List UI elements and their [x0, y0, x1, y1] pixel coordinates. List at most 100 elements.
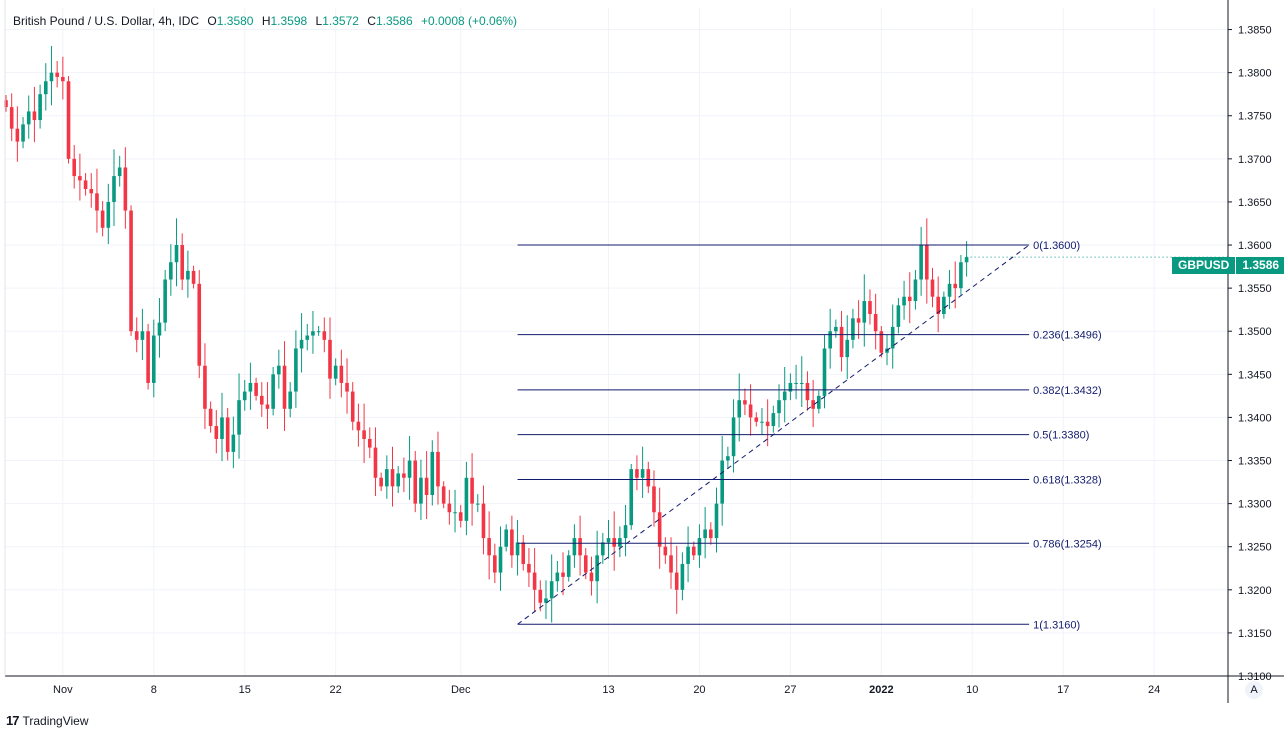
candle — [510, 515, 514, 568]
candle-body — [385, 469, 389, 487]
candle — [811, 379, 815, 428]
fib-level-label: 0.618(1.3328) — [1033, 474, 1102, 486]
x-tick-label: 24 — [1148, 684, 1160, 696]
candle — [231, 416, 236, 469]
candle — [350, 382, 355, 431]
x-tick-label: 2022 — [869, 684, 893, 696]
candle-body — [350, 391, 355, 422]
symbol-legend: British Pound / U.S. Dollar, 4h, IDC O1.… — [13, 14, 517, 28]
candle-body — [180, 245, 185, 280]
tradingview-logo-text: TradingView — [22, 713, 89, 728]
candle — [748, 384, 753, 436]
candle — [839, 310, 844, 372]
candle-body — [686, 546, 690, 564]
candle — [95, 168, 99, 233]
candle — [635, 455, 639, 491]
candle-body — [691, 546, 696, 556]
candle — [521, 535, 526, 571]
candle — [737, 373, 742, 442]
candle-body — [834, 326, 838, 332]
legend-high-value: 1.3598 — [270, 14, 308, 28]
candle — [21, 117, 25, 149]
candle — [413, 451, 418, 513]
candle-body — [157, 322, 162, 336]
candle-body — [907, 296, 912, 302]
candle-body — [873, 313, 878, 332]
candle-body — [612, 538, 616, 547]
candle — [424, 451, 429, 520]
candle — [686, 526, 690, 583]
candle — [828, 308, 832, 369]
candle — [612, 511, 616, 571]
candle-body — [532, 572, 537, 590]
candle-body — [527, 563, 531, 573]
candlestick-series — [4, 45, 1228, 623]
candle-body — [765, 421, 770, 427]
candle — [237, 373, 241, 459]
candle — [441, 481, 446, 509]
candle — [760, 407, 764, 435]
y-tick-label: 1.3250 — [1238, 542, 1272, 554]
candle-body — [737, 400, 742, 418]
candle — [964, 241, 969, 277]
candle — [242, 379, 247, 411]
candle — [38, 84, 42, 129]
candle — [788, 373, 793, 401]
candle-body — [771, 413, 776, 427]
candle — [174, 218, 179, 287]
candle-body — [447, 503, 452, 513]
candle — [896, 298, 901, 334]
candle-body — [129, 210, 133, 332]
candle-body — [464, 477, 469, 521]
candle — [453, 489, 457, 533]
legend-open-label: O — [207, 14, 217, 28]
candle-body — [635, 469, 639, 478]
candle-body — [407, 460, 412, 478]
candle — [385, 455, 389, 499]
fib-trend-line — [517, 244, 1030, 625]
candle — [515, 519, 520, 576]
fibonacci-retracement[interactable]: 0(1.3600) 0.236(1.3496) 0.382(1.3432) 0.5(1… — [517, 240, 1102, 631]
candle — [248, 362, 253, 410]
candle — [225, 407, 230, 461]
candle-body — [333, 365, 338, 379]
candle-body — [845, 339, 850, 358]
candle — [731, 399, 736, 473]
candle — [640, 446, 645, 498]
y-tick-label: 1.3850 — [1238, 25, 1272, 37]
candle — [771, 405, 776, 433]
candle — [180, 233, 185, 290]
candle — [294, 330, 298, 408]
candle-body — [356, 421, 361, 431]
candle-body — [311, 331, 315, 336]
legend-close-value: 1.3586 — [375, 14, 413, 28]
candle — [925, 218, 929, 304]
legend-high-label: H — [261, 14, 271, 28]
candle-body — [561, 572, 565, 577]
candle-body — [49, 72, 54, 82]
legend-low-value: 1.3572 — [322, 14, 359, 28]
candle-body — [669, 555, 673, 573]
candle-body — [606, 538, 611, 543]
candle — [288, 382, 292, 418]
candle — [407, 435, 412, 500]
candle-body — [760, 421, 764, 423]
candle — [538, 580, 543, 612]
candle-body — [55, 72, 59, 77]
tradingview-logo[interactable]: 17 TradingView — [6, 713, 89, 728]
candle — [572, 524, 577, 568]
candle — [197, 270, 202, 379]
candle-body — [925, 245, 929, 280]
auto-scale-button[interactable]: A — [1245, 681, 1263, 699]
candle — [470, 453, 474, 526]
candle-body — [220, 417, 224, 439]
chart-axes: 1.3850 1.3800 1.3750 1.3700 1.3650 1.3600 1.35… — [4, 0, 1284, 703]
candle — [436, 431, 440, 505]
candle-body — [379, 477, 383, 487]
candle — [856, 300, 861, 339]
candle — [714, 487, 719, 553]
candle-body — [549, 581, 554, 599]
candle-body — [544, 598, 548, 603]
y-tick-label: 1.3650 — [1238, 197, 1272, 209]
